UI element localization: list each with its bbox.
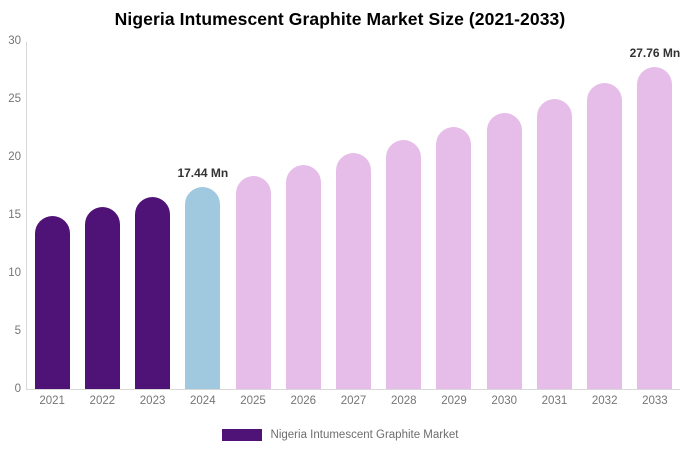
bar-column-2030 — [479, 42, 529, 389]
bar-column-2029 — [429, 42, 479, 389]
bar-2022 — [84, 206, 120, 389]
x-tick-2025: 2025 — [240, 395, 266, 407]
bar-2021 — [34, 215, 70, 389]
bar-column-2033: 27.76 Mn — [630, 42, 680, 389]
bar-column-2024: 17.44 Mn — [177, 42, 229, 389]
bar-column-2028 — [379, 42, 429, 389]
bar-2032 — [587, 83, 623, 389]
x-tick-2026: 2026 — [290, 395, 317, 407]
x-axis-labels: 2021 2022 2023 2024 2025 2026 2027 2028 2029 2030… — [27, 395, 680, 407]
x-tick-2023: 2023 — [139, 395, 166, 407]
legend: Nigeria Intumescent Graphite Market — [0, 429, 680, 441]
bar-column-2032 — [580, 42, 630, 389]
y-tick-10: 10 — [8, 267, 21, 279]
bar-2030 — [486, 113, 522, 389]
bar-2029 — [436, 127, 472, 389]
x-tick-2032: 2032 — [591, 395, 618, 407]
x-tick-2022: 2022 — [89, 395, 116, 407]
bar-column-2025 — [228, 42, 278, 389]
x-tick-2027: 2027 — [340, 395, 367, 407]
bars-container: 17.44 Mn 27.76 Mn — [27, 42, 680, 389]
legend-swatch — [221, 429, 262, 441]
bar-2023 — [135, 196, 171, 389]
chart-title: Nigeria Intumescent Graphite Market Size… — [114, 9, 566, 29]
x-tick-2021: 2021 — [39, 395, 65, 407]
y-tick-25: 25 — [8, 93, 21, 105]
bar-2028 — [386, 140, 422, 389]
y-tick-15: 15 — [8, 209, 21, 221]
x-tick-2028: 2028 — [390, 395, 417, 407]
x-tick-2029: 2029 — [441, 395, 467, 407]
annotation-2033: 27.76 Mn — [629, 45, 680, 60]
bar-column-2027 — [328, 42, 378, 389]
x-tick-2030: 2030 — [491, 395, 518, 407]
legend-label: Nigeria Intumescent Graphite Market — [270, 429, 459, 441]
y-tick-0: 0 — [14, 383, 21, 395]
annotation-2024: 17.44 Mn — [177, 165, 229, 180]
bar-column-2026 — [278, 42, 328, 389]
x-tick-2024: 2024 — [190, 395, 216, 407]
y-tick-5: 5 — [14, 325, 21, 337]
bar-column-2021 — [27, 42, 77, 389]
bar-column-2023 — [127, 42, 177, 389]
bar-2033 — [637, 66, 673, 389]
bar-column-2031 — [529, 42, 579, 389]
plot-area: 0 5 10 15 20 25 30 17.44 Mn 27.76 Mn 2021 2022 20… — [8, 35, 680, 407]
bar-2024 — [185, 186, 221, 389]
x-tick-2031: 2031 — [541, 395, 568, 407]
bar-2031 — [536, 98, 572, 389]
y-axis-labels: 0 5 10 15 20 25 30 — [1, 35, 21, 395]
bar-2025 — [235, 176, 271, 389]
bar-2027 — [336, 152, 372, 389]
bar-2026 — [285, 164, 321, 389]
y-tick-30: 30 — [8, 35, 21, 47]
bar-column-2022 — [77, 42, 127, 389]
x-tick-2033: 2033 — [642, 395, 668, 407]
y-tick-20: 20 — [8, 151, 21, 163]
